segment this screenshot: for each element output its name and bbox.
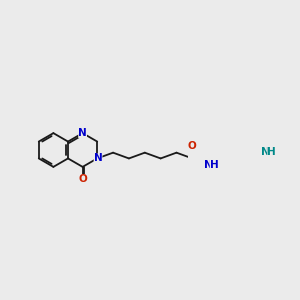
Text: O: O (188, 141, 197, 151)
Text: H: H (267, 147, 276, 157)
Text: N: N (262, 147, 270, 157)
Text: N: N (78, 128, 87, 138)
Text: N: N (94, 153, 102, 164)
Text: H: H (210, 160, 218, 170)
Text: O: O (78, 174, 87, 184)
Text: N: N (204, 160, 213, 170)
